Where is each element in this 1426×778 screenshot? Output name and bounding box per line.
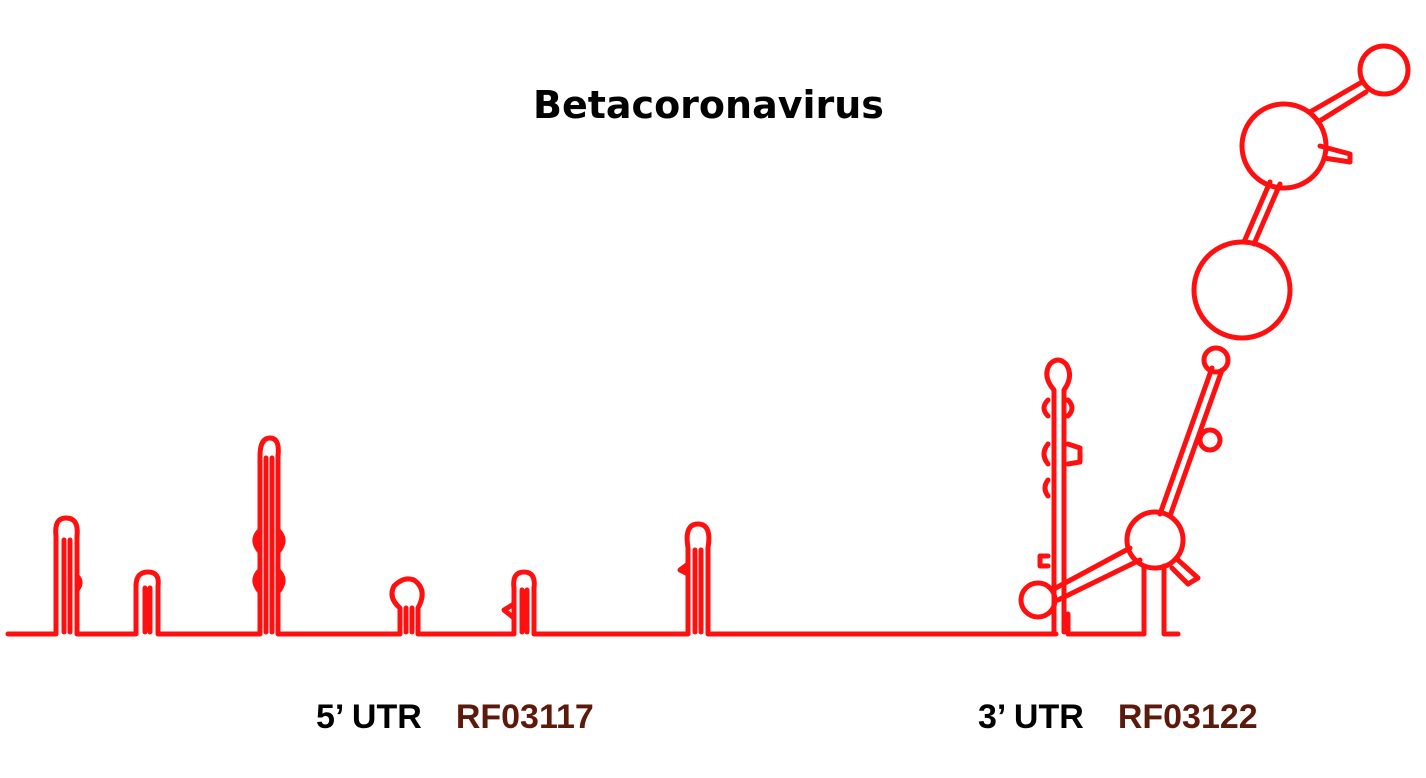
utr-3-helix-bulge (1197, 427, 1223, 453)
utr-3-structure (1018, 43, 1411, 637)
stem-6-bulge (677, 561, 691, 577)
stem-2 (142, 585, 153, 635)
stem-3 (263, 455, 275, 635)
stem-3-loop-a (252, 527, 286, 555)
utr-3-caption: 3’ UTR RF03122 (978, 700, 1258, 734)
utr-3-junction-stems (1065, 557, 1201, 637)
utr-3-helix-loop (1201, 345, 1231, 375)
stem-5 (519, 587, 530, 635)
stem-3-loop-b (252, 567, 286, 595)
utr-3-stem-left (1044, 357, 1072, 635)
utr-3-long-helix (1157, 365, 1225, 519)
utr-3-internal-loop-upper (1239, 101, 1329, 191)
utr-3-label: 3’ UTR (978, 698, 1084, 736)
stem-6 (692, 547, 704, 635)
utr-3-accession: RF03122 (1117, 698, 1258, 736)
utr-5-accession: RF03117 (455, 698, 594, 736)
utr-3-base-loop (1018, 580, 1058, 620)
utr-3-top-helix (1307, 79, 1369, 125)
stem-1 (61, 537, 73, 635)
utr-5-label: 5’ UTR (316, 698, 422, 736)
utr-3-connector (1049, 545, 1143, 603)
stem-4 (403, 605, 415, 635)
utr-3-terminal-loop (1357, 43, 1411, 97)
diagram-title: Betacoronavirus (533, 83, 884, 127)
utr-5-backbone (5, 435, 1059, 637)
stem-5-bulge (501, 601, 517, 621)
utr-3-side-hairpin (1317, 143, 1353, 165)
utr-5-structure (5, 435, 1059, 637)
utr-3-internal-loop-large (1191, 239, 1293, 341)
utr-3-junction (1124, 509, 1186, 571)
utr-3-upper-helix (1241, 179, 1283, 247)
utr-5-caption: 5’ UTR RF03117 (316, 700, 594, 734)
stem-1-bulge (74, 573, 83, 593)
utr-3-stem-bulges (1037, 397, 1083, 569)
